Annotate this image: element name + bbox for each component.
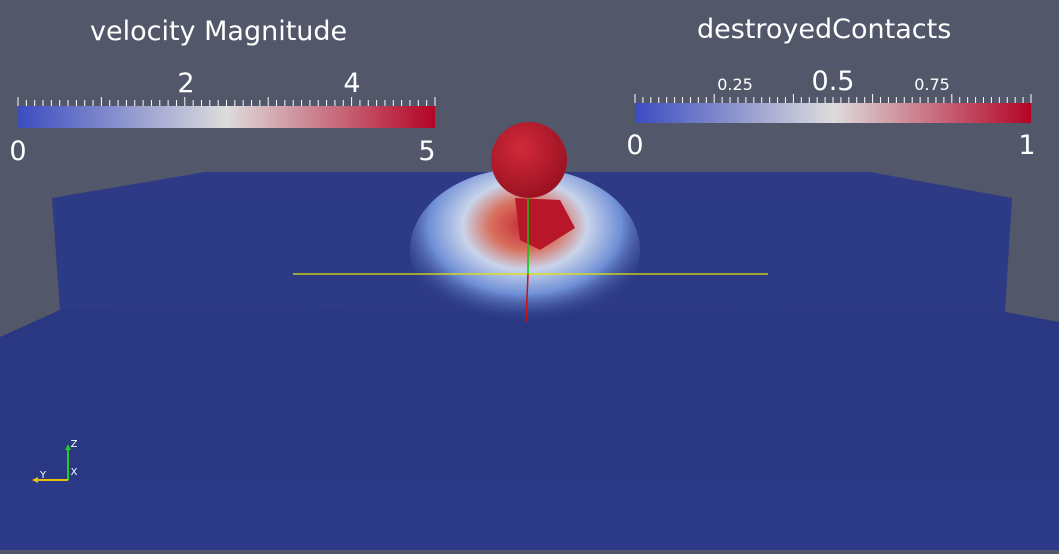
contacts-tick-label: 0.75 (914, 75, 950, 94)
axis-x-label: X (71, 467, 78, 478)
velocity-legend-title: velocity Magnitude (90, 16, 347, 47)
axis-z-label: Z (71, 439, 78, 450)
impacting-sphere (491, 122, 567, 198)
velocity-tick-label: 4 (343, 68, 360, 99)
velocity-ticks (18, 97, 435, 106)
contacts-min-label: 0 (626, 130, 643, 161)
contacts-colorbar (635, 103, 1031, 123)
floor-front-band (0, 480, 1059, 550)
contacts-tick-label: 0.25 (717, 75, 753, 94)
axis-y-label: Y (40, 470, 46, 481)
velocity-tick-label: 2 (177, 68, 194, 99)
contacts-tick-label: 0.5 (812, 66, 855, 97)
velocity-min-label: 0 (9, 136, 26, 167)
velocity-max-label: 5 (418, 136, 435, 167)
contacts-legend-title: destroyedContacts (697, 14, 951, 45)
velocity-colorbar (18, 106, 435, 128)
contacts-max-label: 1 (1018, 130, 1035, 161)
